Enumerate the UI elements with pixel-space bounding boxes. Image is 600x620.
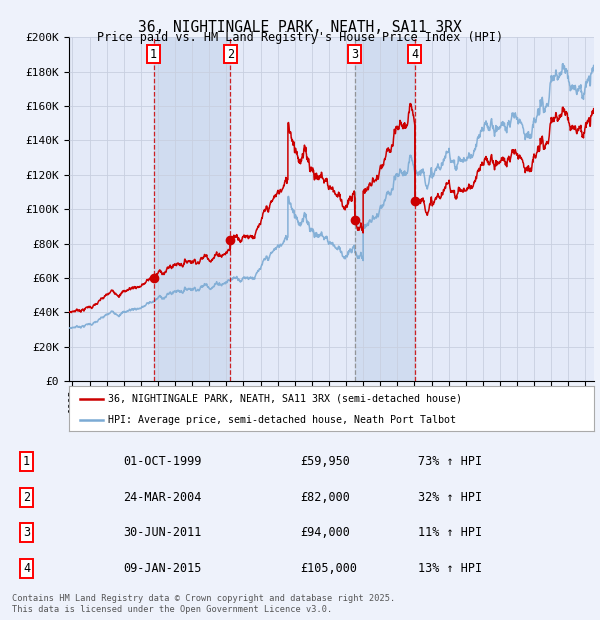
Text: 13% ↑ HPI: 13% ↑ HPI [418,562,482,575]
Text: 36, NIGHTINGALE PARK, NEATH, SA11 3RX: 36, NIGHTINGALE PARK, NEATH, SA11 3RX [138,20,462,35]
Text: 1: 1 [23,456,30,469]
Text: £94,000: £94,000 [300,526,350,539]
Text: 1: 1 [150,48,157,61]
Text: 4: 4 [23,562,30,575]
Text: 36, NIGHTINGALE PARK, NEATH, SA11 3RX (semi-detached house): 36, NIGHTINGALE PARK, NEATH, SA11 3RX (s… [109,394,463,404]
Text: 2: 2 [227,48,234,61]
Text: 09-JAN-2015: 09-JAN-2015 [124,562,202,575]
Text: £105,000: £105,000 [300,562,357,575]
Text: 3: 3 [23,526,30,539]
Text: Contains HM Land Registry data © Crown copyright and database right 2025.
This d: Contains HM Land Registry data © Crown c… [12,595,395,614]
Text: 24-MAR-2004: 24-MAR-2004 [124,491,202,504]
Bar [154,37,230,381]
Text: 11% ↑ HPI: 11% ↑ HPI [418,526,482,539]
Text: 3: 3 [351,48,358,61]
Text: 32% ↑ HPI: 32% ↑ HPI [418,491,482,504]
Text: £59,950: £59,950 [300,456,350,469]
Text: 01-OCT-1999: 01-OCT-1999 [124,456,202,469]
Text: Price paid vs. HM Land Registry's House Price Index (HPI): Price paid vs. HM Land Registry's House … [97,31,503,44]
Text: HPI: Average price, semi-detached house, Neath Port Talbot: HPI: Average price, semi-detached house,… [109,415,457,425]
Text: 4: 4 [412,48,419,61]
Text: 2: 2 [23,491,30,504]
Text: 73% ↑ HPI: 73% ↑ HPI [418,456,482,469]
Text: £82,000: £82,000 [300,491,350,504]
Text: 30-JUN-2011: 30-JUN-2011 [124,526,202,539]
Bar [355,37,415,381]
